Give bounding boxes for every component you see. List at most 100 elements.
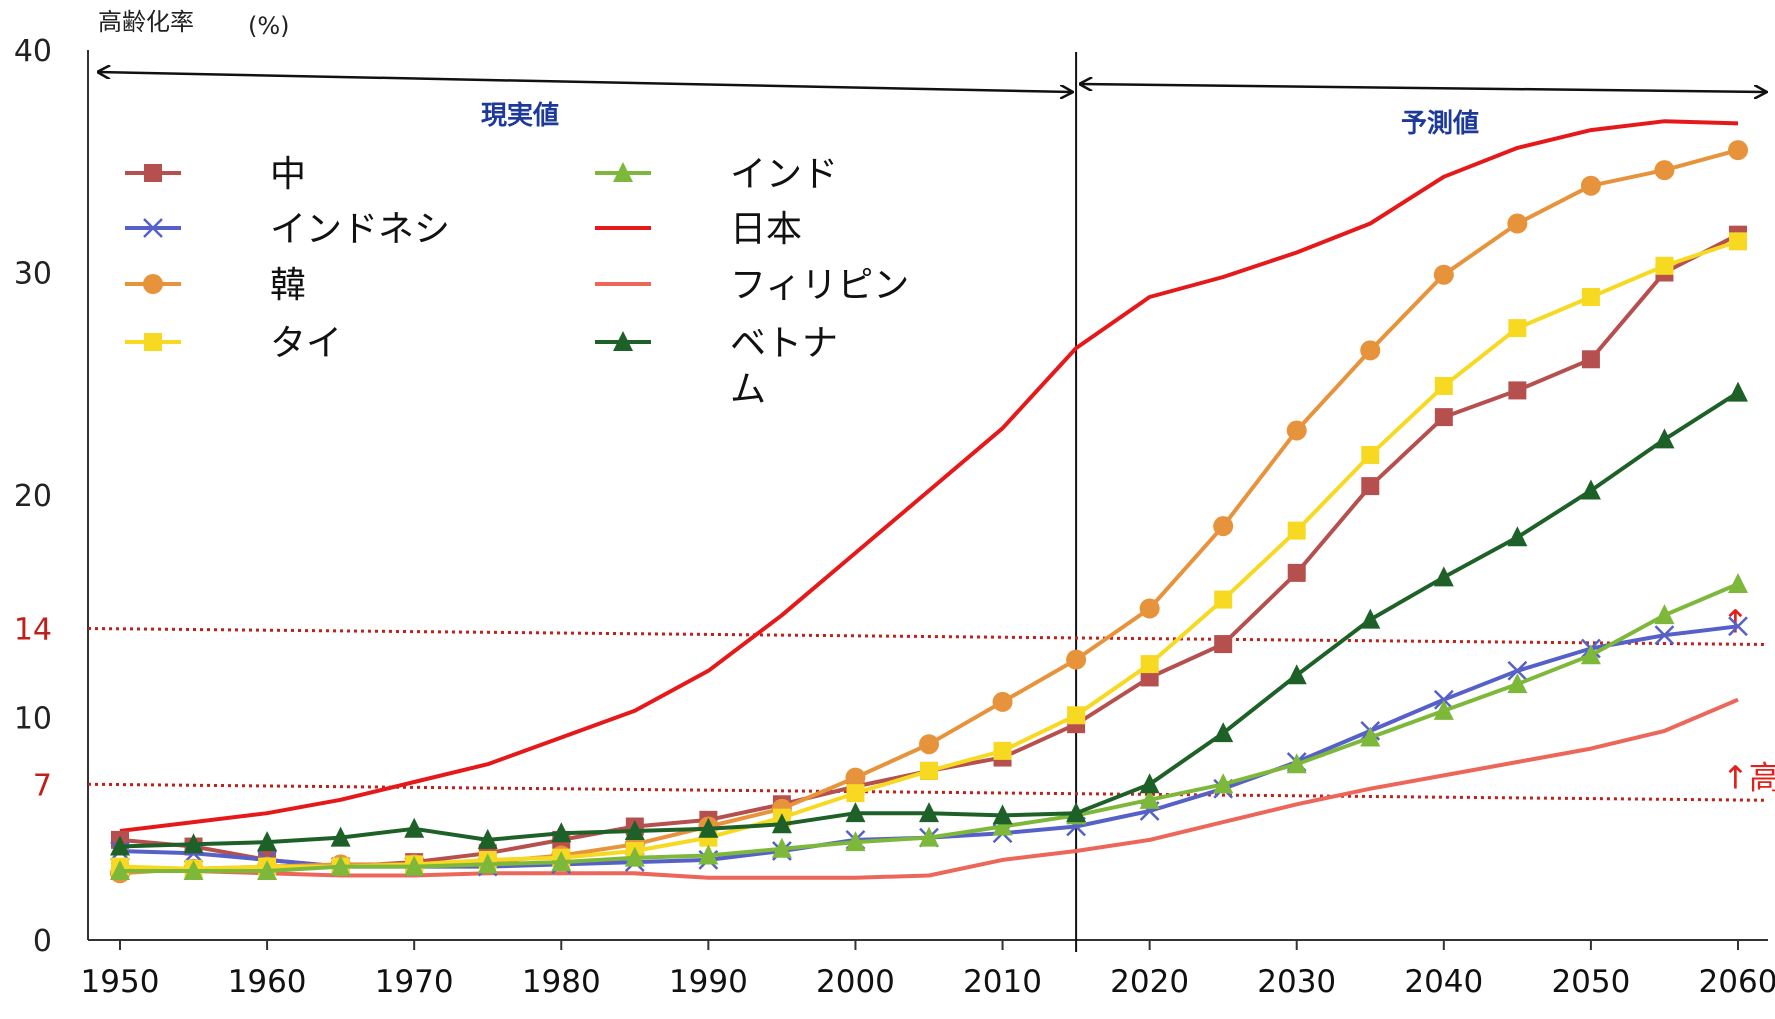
x-tick-label: 2030 xyxy=(1257,964,1336,1000)
data-point xyxy=(110,835,130,856)
series-日本 xyxy=(119,119,1739,833)
series-layer xyxy=(110,119,1748,884)
data-point xyxy=(624,819,645,840)
data-point xyxy=(1140,655,1159,674)
data-point xyxy=(183,860,204,881)
legend-label: インド xyxy=(730,154,838,195)
legend-label: 韓 xyxy=(270,265,306,306)
legend-item: 日本 xyxy=(595,209,802,250)
series-line xyxy=(119,697,1739,880)
data-point xyxy=(1360,608,1381,629)
data-point xyxy=(1433,566,1454,587)
data-point xyxy=(143,218,163,238)
x-tick-label: 1970 xyxy=(375,964,454,1000)
data-point xyxy=(1508,381,1527,400)
data-point xyxy=(1360,726,1381,747)
y-tick-label: 40 xyxy=(14,34,52,69)
reference-line-note: ↑高 xyxy=(1722,758,1775,796)
y-tick-label: 0 xyxy=(33,924,52,959)
data-point xyxy=(1581,287,1600,306)
data-point xyxy=(845,767,866,788)
data-point xyxy=(1361,477,1380,496)
data-point xyxy=(1434,408,1453,427)
x-tick-label: 2020 xyxy=(1110,964,1189,1000)
data-point xyxy=(1654,604,1675,625)
legend-label: 日本 xyxy=(730,209,802,250)
legend-item: フィリピン xyxy=(595,265,909,306)
data-point xyxy=(1213,773,1234,794)
data-point xyxy=(1433,264,1454,285)
data-point xyxy=(845,831,866,852)
data-point xyxy=(1360,340,1381,361)
data-point xyxy=(477,853,498,874)
projected-period-label: 予測値 xyxy=(1401,109,1479,139)
data-point xyxy=(551,851,572,872)
x-tick-label: 2040 xyxy=(1404,964,1483,1000)
data-point xyxy=(1214,590,1233,609)
data-point xyxy=(1361,445,1380,464)
data-point xyxy=(1580,479,1601,500)
series-タイ xyxy=(111,232,1747,878)
data-point xyxy=(992,815,1013,836)
data-point xyxy=(624,846,645,867)
x-axis-ticks: 1950 1960 1970 1980 1990 2000 2010 2020 2030 2040… xyxy=(81,940,1775,1000)
y-tick-label: 20 xyxy=(14,479,52,514)
x-tick-label: 2050 xyxy=(1551,964,1630,1000)
legend-item: 韓 xyxy=(125,265,306,306)
data-point xyxy=(144,164,162,182)
data-point xyxy=(1214,635,1233,654)
data-point xyxy=(404,817,425,838)
legend-item: タイ xyxy=(125,323,342,364)
series-フィリピン xyxy=(119,697,1739,880)
data-point xyxy=(1655,256,1674,275)
data-point xyxy=(698,844,719,865)
data-point xyxy=(613,162,633,182)
y-tick-label: 30 xyxy=(14,257,52,292)
data-point xyxy=(1286,753,1307,774)
data-point xyxy=(1729,232,1747,251)
data-point xyxy=(771,837,792,858)
data-point xyxy=(1507,660,1528,681)
data-point xyxy=(1286,420,1307,441)
data-point xyxy=(992,804,1013,825)
x-tick-label: 2060 xyxy=(1699,964,1775,1000)
actual-period-label: 現実値 xyxy=(481,100,559,131)
data-point xyxy=(257,831,278,852)
data-point xyxy=(919,802,939,823)
reference-line xyxy=(87,782,1766,802)
data-point xyxy=(1433,689,1454,710)
x-tick-label: 1950 xyxy=(81,964,160,1000)
data-point xyxy=(144,333,162,351)
data-point xyxy=(993,741,1012,760)
actual-period-arrow xyxy=(98,72,1072,92)
data-point xyxy=(1654,625,1675,646)
data-point xyxy=(1654,160,1675,181)
data-point xyxy=(183,833,204,854)
data-point xyxy=(551,822,572,843)
data-point xyxy=(992,691,1013,712)
data-point xyxy=(143,274,163,294)
data-point xyxy=(1213,516,1234,537)
data-point xyxy=(1728,616,1748,637)
data-point xyxy=(1139,773,1160,794)
data-point xyxy=(1287,563,1306,582)
data-point xyxy=(920,761,938,780)
data-point xyxy=(1067,706,1086,725)
legend-label: フィリピン xyxy=(730,265,909,306)
x-tick-label: 1980 xyxy=(522,964,601,1000)
legend-label: タイ xyxy=(270,323,342,364)
data-point xyxy=(404,855,425,876)
data-point xyxy=(846,784,865,803)
series-ベトナム xyxy=(110,381,1748,856)
legend-label-line2: ム xyxy=(730,369,766,410)
data-point xyxy=(1066,649,1087,670)
data-point xyxy=(1581,350,1600,369)
reference-line-label: 7 xyxy=(33,768,52,803)
data-point xyxy=(919,734,939,755)
data-point xyxy=(1286,664,1307,685)
data-point xyxy=(1433,699,1454,720)
data-point xyxy=(613,331,633,351)
